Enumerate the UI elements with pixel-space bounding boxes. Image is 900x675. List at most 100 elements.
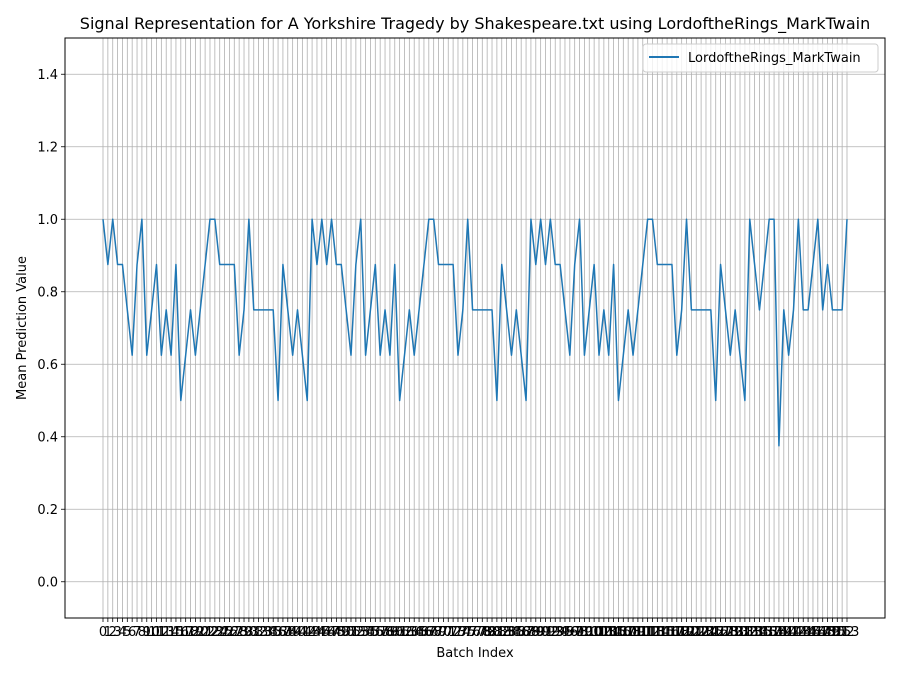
- x-tick-label: 35: [265, 625, 282, 640]
- x-tick-label: 103: [591, 625, 616, 640]
- x-tick-label: 82: [493, 625, 510, 640]
- x-tick-label: 146: [801, 625, 826, 640]
- x-tick-label: 143: [786, 625, 811, 640]
- y-tick-label: 0.2: [37, 503, 58, 518]
- x-tick-label: 8: [138, 625, 146, 640]
- x-tick-label: 33: [255, 625, 272, 640]
- x-tick-label: 83: [498, 625, 515, 640]
- y-tick-label: 0.4: [37, 430, 58, 445]
- x-tick-label: 69: [430, 625, 447, 640]
- x-tick-label: 128: [713, 625, 738, 640]
- x-tick-label: 27: [226, 625, 243, 640]
- x-tick-label: 31: [245, 625, 262, 640]
- x-tick-label: 67: [421, 625, 438, 640]
- x-tick-label: 93: [547, 625, 564, 640]
- x-tick-label: 49: [333, 625, 350, 640]
- x-tick-label: 151: [825, 625, 850, 640]
- x-tick-label: 34: [260, 625, 277, 640]
- x-tick-label: 58: [377, 625, 394, 640]
- x-tick-label: 32: [250, 625, 267, 640]
- x-tick-label: 28: [231, 625, 248, 640]
- x-tick-label: 150: [820, 625, 845, 640]
- x-tick-label: 139: [767, 625, 792, 640]
- x-tick-label: 9: [143, 625, 151, 640]
- x-tick-label: 6: [128, 625, 136, 640]
- x-tick-label: 136: [752, 625, 777, 640]
- series-line: [102, 218, 848, 447]
- x-tick-label: 95: [557, 625, 574, 640]
- x-tick-label: 87: [518, 625, 535, 640]
- x-tick-label: 115: [650, 625, 675, 640]
- x-tick-label: 78: [474, 625, 491, 640]
- x-tick-label: 16: [173, 625, 190, 640]
- x-tick-label: 116: [655, 625, 680, 640]
- y-tick-label: 0.0: [37, 575, 58, 590]
- x-tick-label: 152: [830, 625, 855, 640]
- x-tick-label: 80: [484, 625, 501, 640]
- x-tick-label: 18: [182, 625, 199, 640]
- x-tick-label: 63: [401, 625, 418, 640]
- x-tick-label: 124: [694, 625, 719, 640]
- x-tick-label: 24: [211, 625, 228, 640]
- x-tick-label: 25: [216, 625, 233, 640]
- x-tick-label: 134: [742, 625, 767, 640]
- x-tick-label: 109: [621, 625, 646, 640]
- x-tick-label: 112: [635, 625, 660, 640]
- x-tick-label: 22: [202, 625, 219, 640]
- x-tick-label: 56: [367, 625, 384, 640]
- x-tick-label: 1: [104, 625, 112, 640]
- x-tick-label: 79: [479, 625, 496, 640]
- x-tick-label: 42: [299, 625, 316, 640]
- x-axis-ticks: 0123456789101112131415161718192021222324…: [99, 618, 859, 640]
- x-tick-label: 73: [450, 625, 467, 640]
- x-tick-label: 65: [411, 625, 428, 640]
- x-tick-label: 44: [309, 625, 326, 640]
- x-tick-label: 120: [674, 625, 699, 640]
- x-tick-label: 55: [362, 625, 379, 640]
- x-tick-label: 149: [815, 625, 840, 640]
- x-tick-label: 13: [158, 625, 175, 640]
- x-tick-label: 4: [118, 625, 126, 640]
- x-tick-label: 75: [459, 625, 476, 640]
- legend-label: LordoftheRings_MarkTwain: [688, 51, 861, 66]
- x-tick-label: 133: [737, 625, 762, 640]
- y-tick-label: 1.0: [37, 213, 58, 228]
- x-tick-label: 60: [386, 625, 403, 640]
- x-tick-label: 41: [294, 625, 311, 640]
- x-tick-label: 117: [660, 625, 685, 640]
- x-tick-label: 74: [455, 625, 472, 640]
- legend: LordoftheRings_MarkTwain: [642, 43, 879, 73]
- x-tick-label: 30: [241, 625, 258, 640]
- x-tick-label: 108: [616, 625, 641, 640]
- x-tick-label: 46: [318, 625, 335, 640]
- x-tick-label: 21: [197, 625, 214, 640]
- x-tick-label: 37: [275, 625, 292, 640]
- x-tick-label: 125: [698, 625, 723, 640]
- x-tick-label: 122: [684, 625, 709, 640]
- x-tick-label: 126: [703, 625, 728, 640]
- x-tick-label: 127: [708, 625, 733, 640]
- x-tick-label: 102: [587, 625, 612, 640]
- x-tick-label: 40: [289, 625, 306, 640]
- x-tick-label: 130: [723, 625, 748, 640]
- y-axis-label: Mean Prediction Value: [15, 256, 30, 400]
- x-tick-label: 121: [679, 625, 704, 640]
- x-tick-label: 3: [113, 625, 121, 640]
- x-tick-label: 94: [552, 625, 569, 640]
- x-tick-label: 11: [148, 625, 165, 640]
- x-tick-label: 106: [606, 625, 631, 640]
- x-tick-label: 38: [280, 625, 297, 640]
- x-tick-label: 10: [143, 625, 160, 640]
- x-tick-label: 105: [601, 625, 626, 640]
- x-tick-label: 64: [406, 625, 423, 640]
- x-tick-label: 118: [664, 625, 689, 640]
- x-tick-label: 48: [328, 625, 345, 640]
- x-tick-label: 147: [805, 625, 830, 640]
- x-tick-label: 81: [489, 625, 506, 640]
- x-tick-label: 61: [391, 625, 408, 640]
- x-tick-label: 12: [153, 625, 170, 640]
- x-tick-label: 71: [440, 625, 457, 640]
- x-tick-label: 47: [323, 625, 340, 640]
